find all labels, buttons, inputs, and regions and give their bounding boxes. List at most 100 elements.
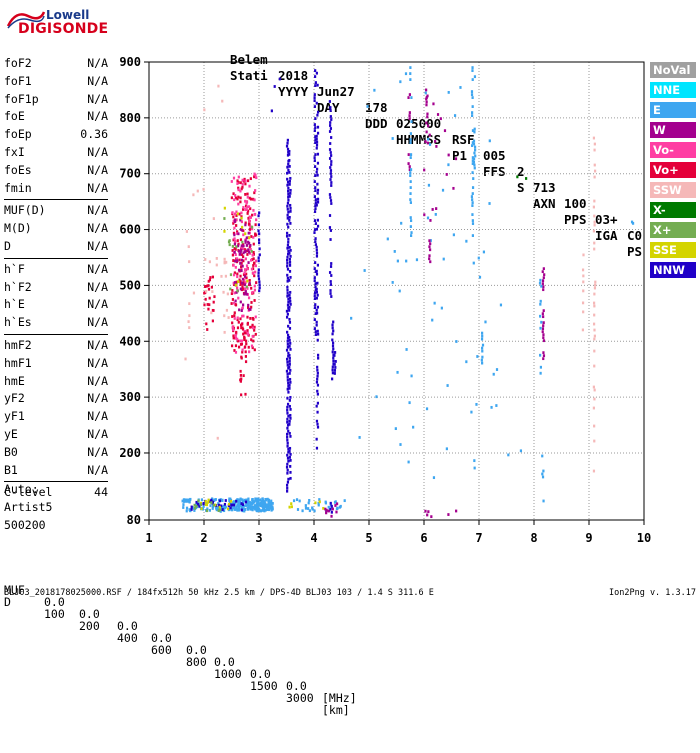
- parameter-row: hmF2 N/A: [4, 337, 108, 355]
- echo-point: [241, 350, 244, 354]
- echo-point: [237, 175, 240, 179]
- parameter-row: D N/A: [4, 238, 108, 256]
- echo-point: [329, 169, 333, 172]
- echo-point: [329, 196, 332, 199]
- echo-point: [289, 452, 292, 456]
- echo-point: [241, 314, 244, 318]
- echo-point: [407, 460, 410, 464]
- muf-value: 0.0: [117, 619, 138, 633]
- echo-point: [217, 509, 220, 513]
- echo-point: [582, 253, 585, 257]
- echo-point: [241, 178, 244, 182]
- echo-point: [474, 148, 477, 152]
- legend-item-e: E: [650, 102, 696, 118]
- echo-point: [525, 177, 528, 180]
- echo-point: [308, 498, 311, 502]
- parameter-value: N/A: [87, 462, 108, 477]
- echo-point: [240, 505, 243, 509]
- echo-point: [245, 244, 248, 247]
- x-tick-label: 7: [475, 531, 482, 545]
- echo-point: [288, 257, 291, 261]
- echo-point: [539, 299, 542, 303]
- echo-point: [316, 281, 319, 285]
- echo-point: [244, 500, 248, 504]
- d-value: 800: [186, 655, 207, 669]
- echo-point: [286, 264, 289, 268]
- echo-point: [236, 337, 239, 341]
- echo-point: [234, 196, 238, 200]
- echo-point: [335, 510, 338, 514]
- echo-point: [329, 283, 333, 286]
- echo-point: [408, 117, 411, 120]
- header-time: 025000: [396, 116, 442, 131]
- echo-point: [315, 380, 319, 384]
- echo-point: [288, 179, 291, 183]
- d-unit: [km]: [322, 703, 350, 717]
- echo-point: [234, 247, 237, 251]
- echo-point: [436, 113, 440, 116]
- echo-point: [253, 284, 256, 288]
- y-tick-label: 800: [119, 111, 141, 125]
- echo-point: [223, 229, 226, 233]
- echo-point: [232, 281, 235, 285]
- parameter-separator: [4, 199, 108, 201]
- echo-point: [316, 329, 319, 333]
- echo-point: [472, 157, 476, 161]
- echo-point: [246, 267, 249, 271]
- echo-point: [258, 211, 261, 215]
- echo-point: [286, 231, 289, 235]
- echo-point: [409, 72, 412, 75]
- parameter-value: 44: [94, 485, 108, 500]
- echo-point: [314, 81, 317, 84]
- echo-point: [205, 509, 209, 513]
- plot-frame: [148, 61, 645, 521]
- echo-point: [257, 259, 260, 263]
- echo-point: [257, 256, 260, 260]
- parameter-value: N/A: [87, 279, 108, 294]
- echo-point: [542, 288, 545, 292]
- echo-point: [542, 469, 545, 473]
- echo-point: [400, 221, 403, 225]
- echo-point: [240, 508, 243, 512]
- echo-point: [542, 321, 545, 325]
- echo-point: [292, 499, 296, 503]
- echo-point: [313, 75, 317, 78]
- echo-point: [188, 326, 191, 330]
- echo-point: [246, 503, 249, 507]
- echo-point: [454, 157, 458, 161]
- echo-point: [247, 303, 250, 307]
- echo-point: [329, 106, 332, 109]
- echo-point: [289, 221, 292, 225]
- y-tick-label: 200: [119, 446, 141, 460]
- echo-point: [254, 259, 258, 263]
- echo-point: [188, 509, 192, 512]
- echo-point: [287, 168, 290, 172]
- echo-point: [230, 499, 233, 503]
- echo-point: [452, 233, 455, 237]
- echo-point: [249, 308, 252, 311]
- echo-point: [204, 297, 207, 301]
- echo-point: [240, 339, 243, 343]
- echo-point: [582, 310, 585, 314]
- echo-point: [410, 374, 413, 378]
- echo-point: [328, 193, 332, 196]
- echo-point: [246, 209, 250, 213]
- echo-point: [249, 225, 252, 229]
- echo-point: [252, 242, 255, 246]
- echo-point: [289, 299, 292, 303]
- y-tick-label: 700: [119, 167, 141, 181]
- echo-point: [407, 162, 410, 165]
- echo-point: [206, 303, 209, 306]
- echo-point: [233, 226, 236, 230]
- echo-point: [542, 354, 546, 358]
- echo-point: [237, 320, 240, 324]
- echo-point: [478, 275, 482, 279]
- echo-point: [250, 305, 253, 309]
- echo-point: [288, 431, 291, 435]
- echo-point: [229, 273, 233, 277]
- parameter-name: fxI: [4, 144, 25, 159]
- echo-point: [258, 280, 261, 284]
- echo-point: [290, 502, 293, 506]
- echo-point: [254, 189, 257, 192]
- echo-point: [288, 362, 291, 366]
